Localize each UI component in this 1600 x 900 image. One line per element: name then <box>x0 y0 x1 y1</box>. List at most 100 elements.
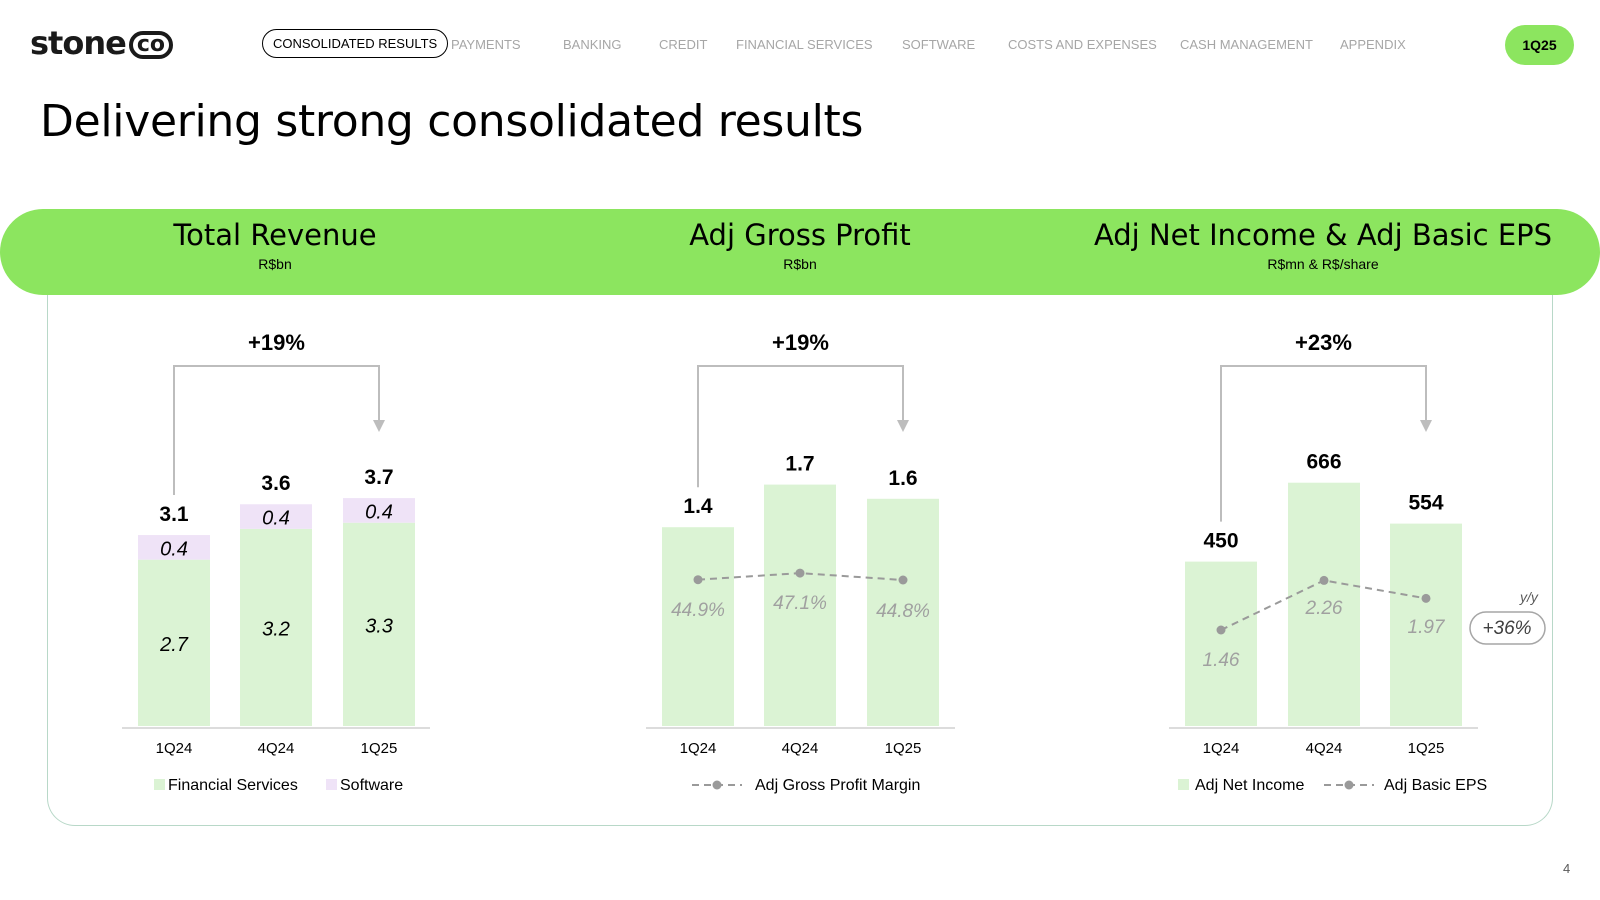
segment-value-label: 0.4 <box>160 538 188 560</box>
bar-segment <box>240 504 312 529</box>
bar-segment <box>867 498 939 726</box>
nav-appendix[interactable]: APPENDIX <box>1340 37 1406 52</box>
nav-payments[interactable]: PAYMENTS <box>451 37 521 52</box>
bar-total-label: 1.6 <box>888 467 917 490</box>
x-tick-label: 1Q25 <box>885 740 922 757</box>
segment-value-label: 3.3 <box>365 615 393 637</box>
bar-segment <box>764 484 836 726</box>
line-value-label: 44.8% <box>876 601 930 622</box>
section-unit: R$bn <box>783 256 817 272</box>
nav-software[interactable]: SOFTWARE <box>902 37 976 52</box>
page-number: 4 <box>1563 861 1571 876</box>
nav-costs-and-expenses[interactable]: COSTS AND EXPENSES <box>1008 37 1157 52</box>
growth-bracket <box>1220 365 1427 522</box>
growth-bracket <box>697 365 904 488</box>
growth-arrowhead <box>897 420 909 432</box>
bar-segment <box>662 527 734 726</box>
nav-consolidated-results[interactable]: CONSOLIDATED RESULTS <box>262 29 449 58</box>
section-title: Adj Gross Profit <box>689 218 911 252</box>
bar-segment <box>138 559 210 726</box>
bar-total-label: 3.6 <box>261 472 290 495</box>
growth-bracket <box>173 365 380 496</box>
x-tick-label: 1Q24 <box>156 740 193 757</box>
quarter-badge: 1Q25 <box>1505 25 1574 65</box>
yy-label: y/y <box>1519 589 1539 605</box>
legend-label: Adj Basic EPS <box>1384 777 1487 794</box>
bar-segment <box>1185 561 1257 726</box>
section-unit: R$bn <box>258 256 292 272</box>
line-point <box>1319 575 1329 585</box>
legend-label: Adj Net Income <box>1195 777 1304 794</box>
legend-swatch <box>154 779 165 790</box>
x-tick-label: 1Q25 <box>1408 740 1445 757</box>
x-tick-label: 1Q24 <box>680 740 717 757</box>
segment-value-label: 0.4 <box>262 508 290 530</box>
x-tick-label: 1Q25 <box>361 740 398 757</box>
yy-value: +36% <box>1482 618 1531 639</box>
section-unit: R$mn & R$/share <box>1267 256 1379 272</box>
bar-segment <box>343 522 415 726</box>
stoneco-logo: stone co <box>30 24 173 62</box>
nav-banking[interactable]: BANKING <box>563 37 622 52</box>
legend-marker <box>1344 780 1354 790</box>
x-tick-label: 1Q24 <box>1203 740 1240 757</box>
bar-total-label: 554 <box>1408 492 1443 515</box>
segment-value-label: 3.2 <box>262 618 290 640</box>
bar-total-label: 3.7 <box>364 466 393 489</box>
bar-total-label: 666 <box>1306 451 1341 474</box>
nav-credit[interactable]: CREDIT <box>659 37 708 52</box>
bar-total-label: 1.7 <box>785 453 814 476</box>
bar-total-label: 3.1 <box>159 503 189 526</box>
line-value-label: 1.97 <box>1408 617 1446 638</box>
line-point <box>795 568 805 578</box>
chart-3 <box>1169 365 1546 790</box>
x-tick-label: 4Q24 <box>258 740 295 757</box>
charts-panel <box>47 270 1553 826</box>
legend-label: Financial Services <box>168 777 298 794</box>
line-point <box>898 575 908 585</box>
line-point <box>1421 593 1431 603</box>
growth-label: +23% <box>1295 330 1352 355</box>
bar-total-label: 450 <box>1203 530 1238 553</box>
section-header-revenue: Total Revenue R$bn <box>15 218 535 272</box>
nav-cash-management[interactable]: CASH MANAGEMENT <box>1180 37 1313 52</box>
growth-label: +19% <box>248 330 305 355</box>
legend-label: Adj Gross Profit Margin <box>755 777 920 794</box>
growth-arrowhead <box>373 420 385 432</box>
legend-swatch <box>1178 779 1189 790</box>
legend-label: Software <box>340 777 403 794</box>
logo-text: stone <box>30 24 127 62</box>
page-title: Delivering strong consolidated results <box>40 96 864 147</box>
growth-arrowhead <box>1420 420 1432 432</box>
line-value-label: 2.26 <box>1305 598 1343 619</box>
x-tick-label: 4Q24 <box>1306 740 1343 757</box>
yy-pill <box>1469 611 1546 645</box>
growth-label: +19% <box>772 330 829 355</box>
chart-1 <box>122 365 430 790</box>
bar-segment <box>1288 482 1360 726</box>
section-banner <box>0 209 1600 295</box>
legend-swatch <box>326 779 337 790</box>
bar-segment <box>1390 523 1462 726</box>
chart-2 <box>646 365 955 790</box>
legend-marker <box>712 780 722 790</box>
line-point <box>693 575 703 585</box>
bar-segment <box>240 528 312 726</box>
line-value-label: 1.46 <box>1203 650 1240 671</box>
x-tick-label: 4Q24 <box>782 740 819 757</box>
bar-segment <box>343 498 415 523</box>
bar-segment <box>138 535 210 560</box>
section-title: Adj Net Income & Adj Basic EPS <box>1093 218 1553 252</box>
line-point <box>1216 625 1226 635</box>
section-title: Total Revenue <box>173 218 377 252</box>
line-value-label: 44.9% <box>671 600 725 621</box>
section-header-gross-profit: Adj Gross Profit R$bn <box>540 218 1060 272</box>
nav-financial-services[interactable]: FINANCIAL SERVICES <box>736 37 873 52</box>
section-header-net-income: Adj Net Income & Adj Basic EPS R$mn & R$… <box>1063 218 1583 272</box>
logo-co-mark: co <box>128 31 173 59</box>
line-value-label: 47.1% <box>773 593 827 614</box>
segment-value-label: 2.7 <box>159 634 189 656</box>
segment-value-label: 0.4 <box>365 501 393 523</box>
bar-total-label: 1.4 <box>683 495 713 518</box>
